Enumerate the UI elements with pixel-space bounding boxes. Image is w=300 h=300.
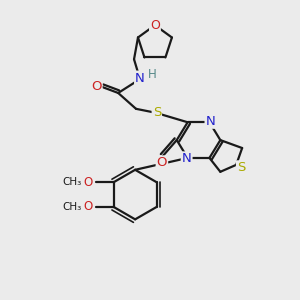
Text: N: N xyxy=(182,152,191,165)
Text: N: N xyxy=(206,115,215,128)
Text: O: O xyxy=(83,176,93,189)
Text: CH₃: CH₃ xyxy=(62,177,82,187)
Text: O: O xyxy=(150,19,160,32)
Text: O: O xyxy=(157,156,167,170)
Text: S: S xyxy=(153,106,161,119)
Text: O: O xyxy=(91,80,102,92)
Text: O: O xyxy=(83,200,93,214)
Text: H: H xyxy=(148,68,156,81)
Text: CH₃: CH₃ xyxy=(62,202,82,212)
Text: S: S xyxy=(237,161,245,174)
Text: N: N xyxy=(135,72,145,85)
